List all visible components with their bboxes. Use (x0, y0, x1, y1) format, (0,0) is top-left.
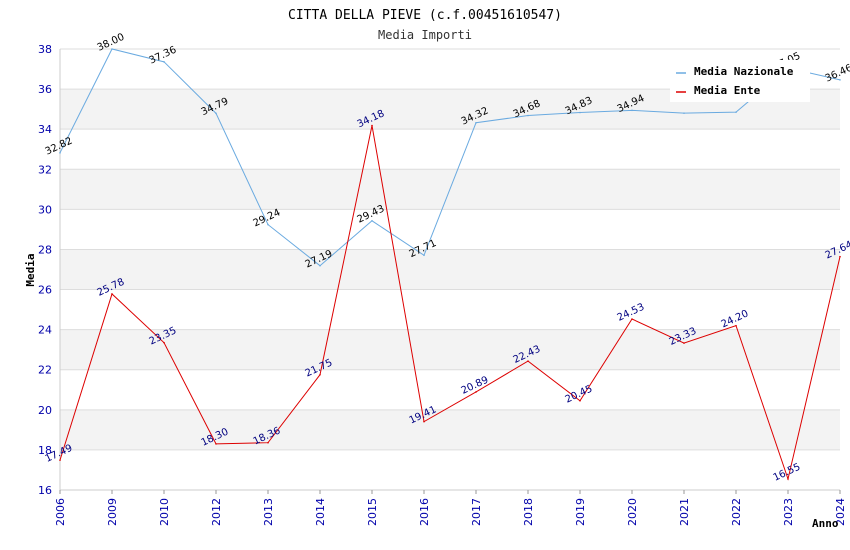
data-point-ente (423, 420, 425, 423)
y-axis-label: Media (24, 253, 37, 286)
x-tick-label: 2013 (262, 498, 275, 526)
data-label-nazionale: 32.82 (44, 136, 75, 158)
y-tick-label: 18 (38, 444, 52, 457)
x-tick-label: 2015 (366, 498, 379, 526)
data-label-ente: 20.89 (460, 375, 491, 397)
data-point-ente (683, 342, 685, 344)
data-point-nazionale (111, 48, 113, 50)
chart-subtitle: Media Importi (378, 28, 472, 42)
data-point-nazionale (475, 121, 477, 124)
data-point-ente (319, 373, 321, 376)
data-label-ente: 16.55 (772, 462, 803, 484)
data-point-ente (787, 478, 789, 480)
data-point-nazionale (683, 112, 685, 114)
y-tick-label: 26 (38, 284, 52, 297)
data-point-ente (59, 459, 61, 461)
x-tick-label: 2019 (574, 498, 587, 526)
y-tick-label: 20 (38, 404, 52, 417)
series-line-nazionale (59, 48, 841, 267)
y-tick-label: 22 (38, 364, 52, 377)
y-tick-label: 34 (38, 123, 52, 136)
data-point-nazionale (215, 112, 217, 115)
legend-label-ente: Media Ente (694, 84, 761, 97)
x-tick-label: 2018 (522, 498, 535, 526)
data-point-nazionale (839, 79, 841, 81)
data-point-nazionale (371, 219, 373, 222)
data-point-ente (475, 391, 477, 393)
data-point-nazionale (527, 114, 529, 117)
data-point-nazionale (735, 111, 737, 113)
data-point-ente (579, 399, 581, 402)
legend-label-nazionale: Media Nazionale (694, 65, 794, 78)
x-axis-label: Anno (812, 517, 839, 530)
series-line-ente (59, 125, 841, 481)
grid-band (60, 409, 840, 450)
y-tick-label: 28 (38, 243, 52, 256)
y-tick-label: 24 (38, 324, 52, 337)
x-tick-label: 2014 (314, 498, 327, 526)
x-tick-label: 2020 (626, 498, 639, 526)
x-tick-label: 2012 (210, 498, 223, 526)
data-point-nazionale (579, 111, 581, 114)
data-point-nazionale (163, 61, 165, 63)
y-tick-label: 32 (38, 163, 52, 176)
chart-title: CITTA DELLA PIEVE (c.f.00451610547) (288, 8, 562, 23)
grid (60, 48, 840, 491)
data-point-nazionale (267, 223, 269, 226)
x-tick-label: 2023 (782, 498, 795, 526)
data-point-ente (839, 255, 841, 258)
data-point-ente (267, 441, 269, 444)
data-point-ente (111, 293, 113, 295)
data-label-ente: 24.20 (720, 308, 751, 330)
x-tick-label: 2006 (54, 498, 67, 526)
data-label-ente: 20.45 (564, 383, 595, 405)
x-tick-label: 2022 (730, 498, 743, 526)
grid-band (60, 249, 840, 290)
x-tick-label: 2024 (834, 498, 847, 526)
y-tick-label: 30 (38, 203, 52, 216)
x-tick-label: 2009 (106, 498, 119, 526)
data-label-nazionale: 37.36 (148, 45, 179, 67)
legend: Media Nazionale Media Ente (670, 60, 810, 102)
x-tick-label: 2016 (418, 498, 431, 526)
data-point-ente (215, 443, 217, 445)
series (59, 48, 841, 481)
x-tick-label: 2017 (470, 498, 483, 526)
data-point-ente (371, 124, 373, 127)
data-point-nazionale (631, 109, 633, 112)
data-point-nazionale (59, 152, 61, 154)
data-label-nazionale: 29.24 (252, 207, 283, 229)
data-point-ente (735, 324, 737, 327)
x-tick-label: 2021 (678, 498, 691, 526)
data-point-ente (163, 341, 165, 344)
y-tick-label: 16 (38, 484, 52, 497)
x-tick-label: 2010 (158, 498, 171, 526)
data-point-ente (631, 318, 633, 320)
grid-band (60, 329, 840, 370)
data-point-nazionale (423, 254, 425, 257)
y-tick-label: 36 (38, 83, 52, 96)
data-point-nazionale (319, 264, 321, 267)
data-label-nazionale: 36.46 (824, 63, 850, 85)
data-point-ente (527, 360, 529, 362)
legend-box (670, 60, 810, 102)
y-tick-label: 38 (38, 43, 52, 56)
